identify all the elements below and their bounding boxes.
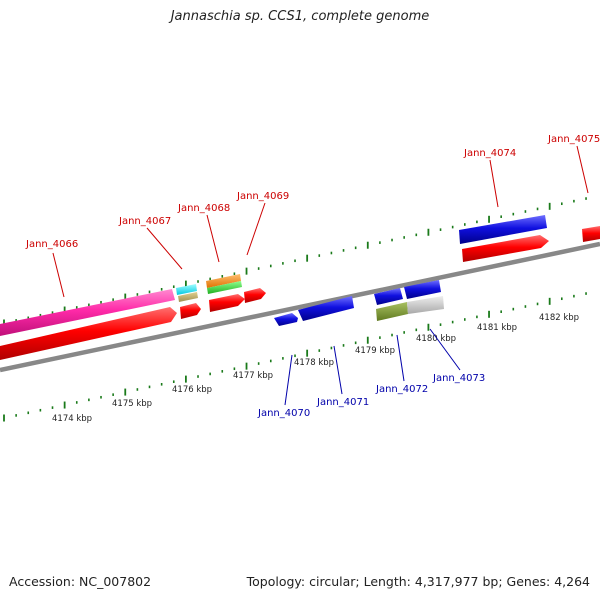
ruler-label: 4179 kbp bbox=[355, 346, 395, 356]
ruler-label: 4181 kbp bbox=[477, 323, 517, 333]
ruler-label: 4174 kbp bbox=[52, 414, 92, 424]
gene-label[interactable]: Jann_4071 bbox=[316, 397, 369, 408]
forward-features bbox=[0, 215, 600, 360]
label-leader bbox=[429, 328, 461, 371]
ruler-label: 4176 kbp bbox=[172, 385, 212, 395]
genome-summary: Topology: circular; Length: 4,317,977 bp… bbox=[246, 574, 590, 589]
label-leader bbox=[284, 354, 293, 406]
gene-label[interactable]: Jann_4068 bbox=[177, 203, 230, 214]
gene-feature[interactable] bbox=[407, 296, 444, 314]
gene-label[interactable]: Jann_4074 bbox=[463, 148, 516, 159]
gene-feature[interactable] bbox=[274, 313, 298, 326]
reverse-features bbox=[274, 280, 444, 326]
gene-feature[interactable] bbox=[376, 302, 408, 321]
gene-feature[interactable] bbox=[209, 294, 245, 312]
gene-label[interactable]: Jann_4069 bbox=[236, 191, 289, 202]
ruler-label: 4180 kbp bbox=[416, 334, 456, 344]
label-leader bbox=[246, 202, 266, 256]
gene-feature[interactable] bbox=[176, 284, 197, 295]
gene-feature[interactable] bbox=[582, 226, 600, 242]
label-leader bbox=[52, 252, 65, 298]
ruler-label: 4182 kbp bbox=[539, 313, 579, 323]
label-leader bbox=[396, 334, 405, 382]
gene-feature[interactable] bbox=[462, 235, 549, 262]
forward-labels: Jann_4066 Jann_4067 Jann_4068 Jann_4069 … bbox=[25, 134, 600, 298]
gene-feature[interactable] bbox=[178, 292, 198, 302]
ruler-label: 4175 kbp bbox=[112, 399, 152, 409]
gene-label[interactable]: Jann_4067 bbox=[118, 216, 171, 227]
map-title: Jannaschia sp. CCS1, complete genome bbox=[170, 9, 430, 24]
gene-feature[interactable] bbox=[298, 296, 354, 321]
gene-feature[interactable] bbox=[207, 281, 242, 294]
reverse-labels: Jann_4070 Jann_4071 Jann_4072 Jann_4073 bbox=[257, 328, 485, 419]
label-leader bbox=[333, 345, 343, 395]
gene-label[interactable]: Jann_4073 bbox=[432, 373, 485, 384]
ruler-label: 4178 kbp bbox=[294, 358, 334, 368]
ruler-label: 4177 kbp bbox=[233, 371, 273, 381]
label-leader bbox=[489, 159, 499, 208]
label-leader bbox=[206, 214, 220, 263]
gene-label[interactable]: Jann_4072 bbox=[375, 384, 428, 395]
gene-feature[interactable] bbox=[206, 274, 241, 288]
gene-feature[interactable] bbox=[0, 307, 177, 360]
accession-text: Accession: NC_007802 bbox=[9, 574, 152, 589]
gene-feature[interactable] bbox=[459, 215, 547, 244]
gene-feature[interactable] bbox=[404, 280, 441, 299]
ruler-labels: 4174 kbp 4175 kbp 4176 kbp 4177 kbp 4178… bbox=[52, 313, 579, 424]
gene-feature[interactable] bbox=[244, 288, 266, 303]
gene-label[interactable]: Jann_4070 bbox=[257, 408, 310, 419]
genome-backbone bbox=[0, 241, 600, 373]
label-leader bbox=[146, 227, 183, 270]
gene-feature[interactable] bbox=[0, 289, 175, 336]
gene-label[interactable]: Jann_4066 bbox=[25, 239, 78, 250]
label-leader bbox=[576, 145, 589, 194]
lower-tick-track bbox=[3, 292, 587, 422]
gene-feature[interactable] bbox=[374, 288, 403, 305]
gene-feature[interactable] bbox=[180, 303, 201, 319]
gene-label[interactable]: Jann_4075 bbox=[547, 134, 600, 145]
